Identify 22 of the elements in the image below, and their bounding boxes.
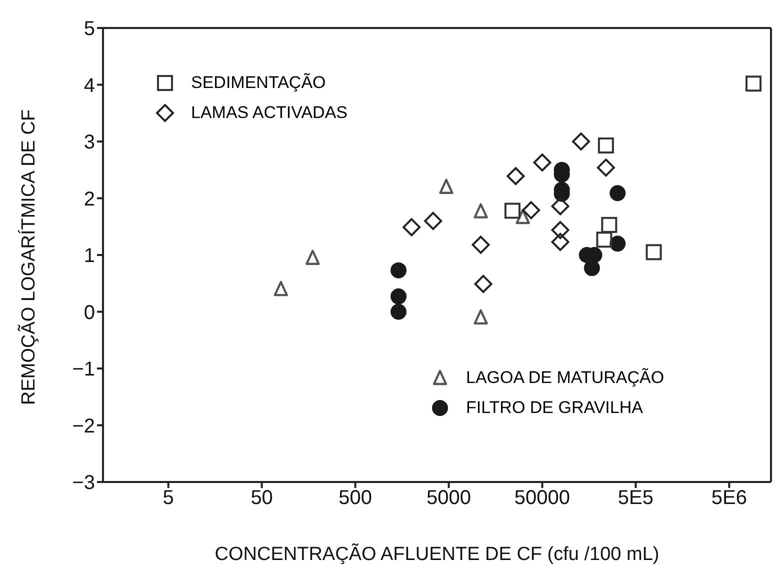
x-tick-label: 50000 [514,487,570,510]
y-tick-label: 5 [84,18,95,40]
legend-label: FILTRO DE GRAVILHA [466,398,643,418]
y-tick-label: 1 [84,245,95,268]
x-tick-label: 5E6 [711,487,747,510]
legend-label: LAGOA DE MATURAÇÃO [466,368,664,388]
x-tick-label: 500 [338,487,372,510]
x-tick-label: 50 [250,487,273,510]
y-tick-label: 2 [84,188,95,210]
y-tick-label: 3 [84,132,95,154]
x-tick-label: 5000 [426,487,472,510]
y-tick-label: 4 [84,74,95,97]
legend-label: SEDIMENTAÇÃO [191,73,326,93]
x-tick-label: 5E5 [618,487,654,510]
y-tick-label: −3 [72,472,95,494]
legend-label: LAMAS ACTIVADAS [191,103,348,123]
x-tick-label: 5 [162,487,174,510]
y-axis-title: REMOÇÃO LOGARÍTMICA DE CF [18,109,40,405]
x-axis-title: CONCENTRAÇÃO AFLUENTE DE CF (cfu /100 mL) [214,543,660,565]
y-tick-label: −2 [72,415,95,438]
y-tick-label: 0 [84,302,95,324]
y-tick-label: −1 [72,358,95,381]
